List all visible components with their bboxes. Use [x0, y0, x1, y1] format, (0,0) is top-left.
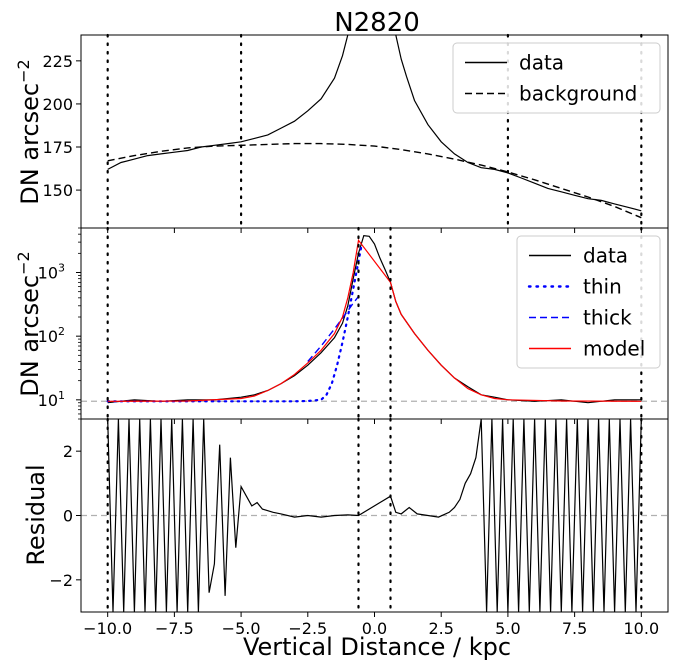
series-residual: [107, 419, 642, 612]
panel-top: 150 175 200 225 data background: [42, 33, 669, 233]
legend: data thin thick model: [516, 235, 661, 369]
series-data: [107, 234, 642, 404]
series-background: [107, 142, 642, 219]
plot-area: [107, 35, 642, 219]
x-tick-label: −2.5: [288, 619, 327, 638]
x-tick-label: 0.0: [362, 619, 387, 638]
legend-label: data: [583, 244, 628, 268]
series-thin: [106, 246, 363, 403]
y-tick-label: 0: [63, 507, 73, 526]
legend-box: [516, 235, 661, 369]
y-axis-label-bottom: Residual: [22, 464, 50, 565]
y-tick-label: 175: [42, 138, 73, 157]
series-model: [107, 238, 642, 402]
legend-label: thick: [583, 306, 632, 330]
y-tick-label: 150: [42, 181, 73, 200]
x-tick-label: −5.0: [222, 619, 261, 638]
y-tick-label: 200: [42, 95, 73, 114]
series-thick: [307, 296, 360, 362]
y-tick-label: 225: [42, 52, 73, 71]
x-tick-label: −10.0: [83, 619, 132, 638]
x-tick-label: 5.0: [495, 619, 520, 638]
x-tick-label: 10.0: [624, 619, 660, 638]
panel-middle: 101 102 103 data thin thick model: [38, 226, 669, 424]
y-axis-label-middle: DN arcsec−2: [14, 251, 44, 396]
chart-title: N2820: [334, 8, 420, 38]
legend-box: [452, 42, 661, 114]
x-tick-label: −7.5: [155, 619, 194, 638]
x-axis-label: Vertical Distance / kpc: [243, 633, 511, 661]
y-axis-label-top: DN arcsec−2: [14, 59, 44, 204]
y-tick-label: 101: [38, 389, 65, 410]
x-tick-label: 7.5: [562, 619, 587, 638]
y-tick-label: 2: [63, 442, 73, 461]
legend-label: thin: [583, 275, 622, 299]
y-tick-label: 102: [38, 325, 65, 346]
legend-label: model: [583, 337, 645, 361]
plot-area: [81, 234, 668, 404]
y-tick-label: 103: [38, 262, 65, 283]
x-tick-label: 2.5: [428, 619, 453, 638]
y-tick-label: −2: [49, 571, 73, 590]
legend: data background: [452, 42, 661, 114]
legend-label: data: [519, 51, 564, 75]
legend-label: background: [519, 82, 637, 106]
panel-bottom: −2 0 2 −10.0 −7.5 −5.0 −2.5 0.0 2.5 5.0 7.5 10.0: [49, 417, 669, 638]
plot-area: [81, 419, 668, 612]
